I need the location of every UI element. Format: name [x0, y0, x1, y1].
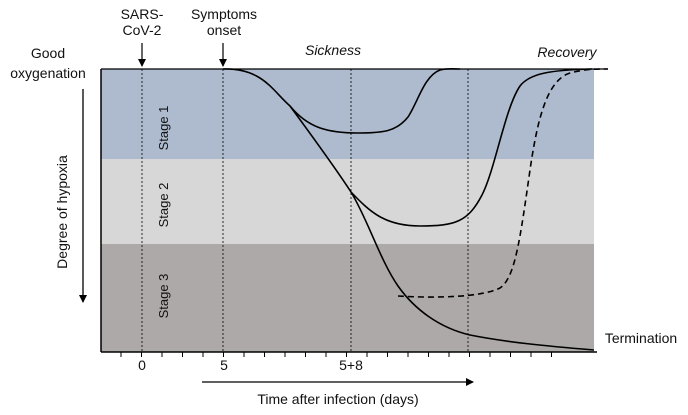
stage-3-label: Stage 3 — [156, 274, 171, 319]
recovery-label: Recovery — [537, 44, 597, 60]
x-axis-title: Time after infection (days) — [257, 391, 418, 407]
x-axis-ticks — [120, 352, 552, 357]
sickness-label: Sickness — [305, 42, 361, 58]
symptoms-label-line2: onset — [207, 22, 241, 38]
sars-label-line2: CoV-2 — [123, 22, 162, 38]
stage-1-band — [101, 69, 594, 159]
good-oxygenation-label-line1: Good — [31, 45, 65, 61]
x-tick-label-5-8: 5+8 — [339, 357, 363, 373]
stage-3-band — [101, 244, 594, 352]
good-oxygenation-label-line2: oxygenation — [10, 65, 86, 81]
x-tick-label-0: 0 — [138, 357, 146, 373]
sars-label-line1: SARS- — [121, 6, 164, 22]
symptoms-label-line1: Symptoms — [191, 6, 257, 22]
curve-stage-1-recovery — [289, 67, 461, 134]
y-axis-title: Degree of hypoxia — [54, 155, 70, 269]
curve-stage-3-recovery-dashed — [397, 68, 609, 298]
curve-stage-2-recovery — [350, 68, 593, 227]
x-tick-label-5: 5 — [220, 357, 228, 373]
stage-2-band — [101, 159, 594, 244]
stage-1-label: Stage 1 — [156, 106, 171, 151]
termination-label: Termination — [605, 330, 677, 346]
curve-stage-3-termination — [350, 191, 595, 351]
stage-2-label: Stage 2 — [156, 183, 171, 228]
